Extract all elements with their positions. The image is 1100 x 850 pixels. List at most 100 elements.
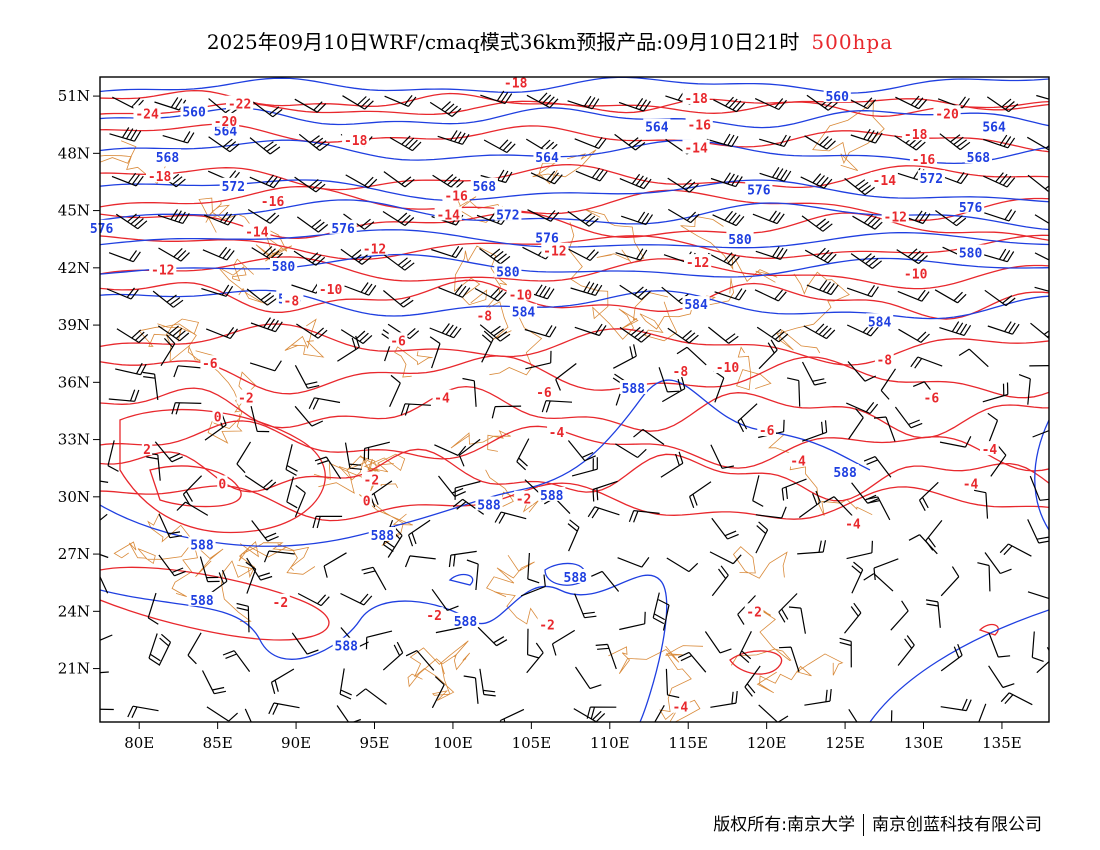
contour-label: -16 <box>444 189 468 204</box>
wind-barb <box>404 555 436 568</box>
wind-barb <box>437 130 470 145</box>
contour-label: -12 <box>151 264 174 279</box>
lon-tick-label: 90E <box>281 734 311 752</box>
wind-barb <box>935 210 967 227</box>
wind-barb <box>294 98 327 113</box>
lon-tick-label: 100E <box>433 734 473 752</box>
wind-barb <box>245 561 257 594</box>
temperature-contour-line <box>100 566 330 641</box>
wind-barb <box>176 501 209 516</box>
wind-barb <box>108 250 141 263</box>
contour-label: -8 <box>284 294 300 309</box>
wind-barb <box>344 282 377 296</box>
contour-label: -14 <box>245 226 269 241</box>
boundary-line <box>608 645 680 674</box>
wind-barb <box>383 254 415 271</box>
height-contour-line <box>869 609 1049 722</box>
wind-barb <box>910 356 943 369</box>
wind-barb <box>344 442 362 470</box>
contour-label-bg <box>870 172 898 187</box>
wind-barb <box>208 136 240 153</box>
wind-barb <box>939 321 972 336</box>
wind-barb <box>778 646 800 672</box>
contour-label-bg <box>226 95 254 110</box>
contour-label-bg <box>979 441 999 456</box>
contour-label: -20 <box>935 107 959 122</box>
contour-label-bg <box>745 181 773 196</box>
contour-label-bg <box>502 74 530 89</box>
contour-label: 576 <box>90 222 114 237</box>
boundary-line <box>407 652 471 688</box>
boundary-line <box>198 197 231 233</box>
wind-barb <box>982 248 1015 263</box>
wind-barb <box>285 444 298 476</box>
contour-label: 568 <box>156 151 180 166</box>
height-contours <box>100 77 1049 722</box>
contour-label: -10 <box>319 283 343 298</box>
contour-label-bg <box>514 490 533 505</box>
wind-barb <box>522 284 555 300</box>
contour-label: -10 <box>904 268 928 283</box>
wind-barb <box>987 321 1020 335</box>
wind-barb <box>619 611 646 631</box>
boundary-line <box>238 542 316 575</box>
wind-barb <box>203 211 236 226</box>
wind-barb <box>202 246 235 261</box>
wind-barb <box>458 438 481 467</box>
contour-label-bg <box>921 389 941 404</box>
wind-barb <box>339 668 352 700</box>
wind-barb <box>340 329 373 345</box>
temperature-contour-line <box>100 385 1049 439</box>
contour-label: -6 <box>759 424 775 439</box>
contour-label-bg <box>133 105 161 120</box>
contour-label-bg <box>744 603 764 618</box>
wind-barb <box>823 496 853 516</box>
wind-barb <box>480 90 513 105</box>
wind-barb <box>361 566 387 591</box>
lat-tick-label: 42N <box>58 259 90 277</box>
wind-barb <box>483 139 516 154</box>
wind-barb <box>850 128 883 144</box>
wind-barb <box>100 553 109 559</box>
temperature-contour-line <box>149 465 242 508</box>
wind-barb <box>987 412 999 445</box>
boundary-line <box>218 258 268 305</box>
wind-barb <box>710 691 738 708</box>
wind-barb <box>806 94 838 111</box>
wind-barb <box>438 475 466 497</box>
wind-barb <box>571 457 598 477</box>
wind-barb <box>804 135 836 150</box>
wind-barb <box>982 382 1009 403</box>
contour-label: -4 <box>982 443 998 458</box>
height-contour-line <box>100 77 1049 94</box>
wind-barb <box>249 360 282 372</box>
contour-label-bg <box>506 286 534 301</box>
wind-barb <box>463 675 479 704</box>
wind-barb <box>115 362 147 376</box>
wind-barb <box>896 248 928 265</box>
wind-barb <box>171 402 202 415</box>
contour-label-bg <box>713 359 742 374</box>
wind-barb <box>246 557 273 581</box>
contour-label: -12 <box>686 256 709 271</box>
temperature-contour-line <box>100 355 1049 399</box>
contour-label: 2 <box>143 443 151 458</box>
wind-barb <box>1034 252 1049 261</box>
wind-barb <box>804 689 832 706</box>
contour-label: -6 <box>536 386 552 401</box>
contour-label: 564 <box>982 121 1006 136</box>
wind-barb <box>898 328 930 343</box>
wind-barb <box>115 213 148 230</box>
copyright-footer: 版权所有:南京大学 南京创蓝科技有限公司 <box>713 810 1042 836</box>
wind-barb <box>739 631 752 664</box>
contour-label: -8 <box>876 353 892 368</box>
wind-barb <box>660 451 684 478</box>
boundary-line <box>138 323 240 404</box>
wind-barb <box>1026 136 1049 151</box>
contour-label-bg <box>682 89 710 104</box>
contour-label-bg <box>258 193 287 208</box>
contour-label: 576 <box>535 231 559 246</box>
wind-barb <box>400 403 431 416</box>
contour-label: 580 <box>959 247 983 262</box>
contour-label: -2 <box>273 596 289 611</box>
